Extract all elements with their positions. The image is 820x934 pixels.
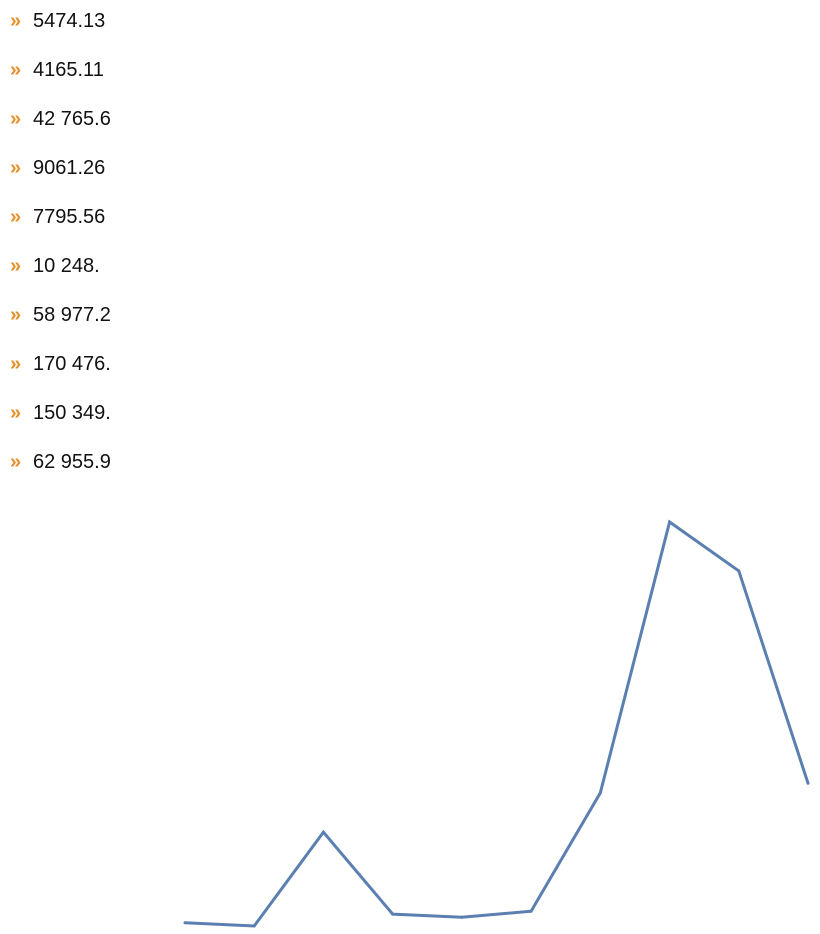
value-text: 10 248. [33, 254, 100, 277]
data-point [321, 830, 325, 834]
data-point [598, 791, 602, 795]
double-chevron-right-icon: » [10, 205, 22, 228]
list-item: » 62 955.9 [10, 437, 111, 486]
double-chevron-right-icon: » [10, 303, 22, 326]
value-text: 42 765.6 [33, 107, 111, 130]
list-item: » 170 476. [10, 339, 111, 388]
value-text: 58 977.2 [33, 303, 111, 326]
value-text: 4165.11 [33, 58, 104, 81]
double-chevron-right-icon: » [10, 401, 22, 424]
list-item: » 9061.26 [10, 143, 111, 192]
data-point [391, 912, 395, 916]
value-text: 9061.26 [33, 156, 106, 179]
list-item: » 7795.56 [10, 192, 111, 241]
value-text: 150 349. [33, 401, 111, 424]
data-point [737, 569, 741, 573]
list-item: » 150 349. [10, 388, 111, 437]
value-text: 170 476. [33, 352, 111, 375]
data-point [252, 924, 256, 928]
data-point [668, 520, 672, 524]
double-chevron-right-icon: » [10, 254, 22, 277]
data-point [529, 909, 533, 913]
value-text: 7795.56 [33, 205, 106, 228]
double-chevron-right-icon: » [10, 9, 22, 32]
data-point [460, 915, 464, 919]
value-list: » 5474.13 » 4165.11 » 42 765.6 » 9061.26 » 7795.5… [10, 0, 111, 486]
double-chevron-right-icon: » [10, 58, 22, 81]
double-chevron-right-icon: » [10, 450, 22, 473]
series-line [184, 519, 810, 928]
value-text: 5474.13 [33, 9, 106, 32]
double-chevron-right-icon: » [10, 352, 22, 375]
list-item: » 42 765.6 [10, 94, 111, 143]
data-points [183, 520, 810, 928]
list-item: » 58 977.2 [10, 290, 111, 339]
value-text: 62 955.9 [33, 450, 111, 473]
list-item: » 5474.13 [10, 0, 111, 45]
double-chevron-right-icon: » [10, 156, 22, 179]
list-item: » 4165.11 [10, 45, 111, 94]
data-point [183, 921, 187, 925]
data-point [806, 781, 810, 785]
double-chevron-right-icon: » [10, 107, 22, 130]
list-item: » 10 248. [10, 241, 111, 290]
